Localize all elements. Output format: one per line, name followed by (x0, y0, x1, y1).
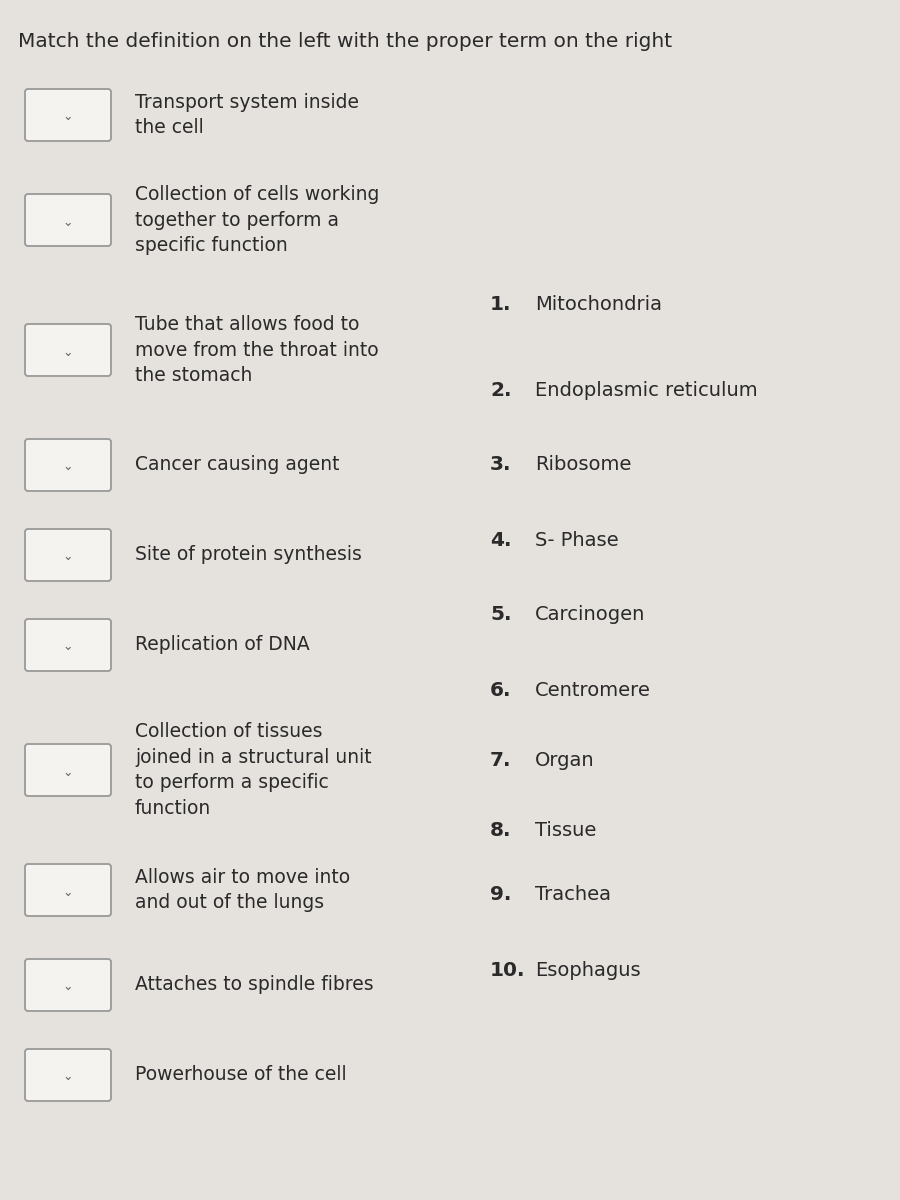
Text: Site of protein synthesis: Site of protein synthesis (135, 546, 362, 564)
Text: Replication of DNA: Replication of DNA (135, 636, 310, 654)
Text: ⌄: ⌄ (63, 216, 73, 228)
Text: Collection of tissues
joined in a structural unit
to perform a specific
function: Collection of tissues joined in a struct… (135, 722, 372, 818)
Text: 3.: 3. (490, 456, 511, 474)
FancyBboxPatch shape (25, 194, 111, 246)
FancyBboxPatch shape (25, 864, 111, 916)
Text: ⌄: ⌄ (63, 551, 73, 564)
FancyBboxPatch shape (25, 744, 111, 796)
FancyBboxPatch shape (25, 324, 111, 376)
Text: 10.: 10. (490, 960, 526, 979)
Text: Allows air to move into
and out of the lungs: Allows air to move into and out of the l… (135, 868, 350, 912)
Text: ⌄: ⌄ (63, 1070, 73, 1084)
Text: 9.: 9. (490, 886, 511, 905)
Text: Mitochondria: Mitochondria (535, 295, 662, 314)
Text: ⌄: ⌄ (63, 641, 73, 654)
Text: Ribosome: Ribosome (535, 456, 632, 474)
Text: ⌄: ⌄ (63, 980, 73, 994)
Text: Carcinogen: Carcinogen (535, 606, 645, 624)
FancyBboxPatch shape (25, 1049, 111, 1102)
FancyBboxPatch shape (25, 959, 111, 1010)
Text: 4.: 4. (490, 530, 511, 550)
Text: Trachea: Trachea (535, 886, 611, 905)
Text: 1.: 1. (490, 295, 511, 314)
Text: ⌄: ⌄ (63, 886, 73, 899)
Text: Endoplasmic reticulum: Endoplasmic reticulum (535, 380, 758, 400)
Text: Esophagus: Esophagus (535, 960, 641, 979)
Text: ⌄: ⌄ (63, 346, 73, 359)
FancyBboxPatch shape (25, 619, 111, 671)
Text: Tube that allows food to
move from the throat into
the stomach: Tube that allows food to move from the t… (135, 314, 379, 385)
Text: ⌄: ⌄ (63, 766, 73, 779)
FancyBboxPatch shape (25, 529, 111, 581)
Text: Centromere: Centromere (535, 680, 651, 700)
Text: 7.: 7. (490, 750, 511, 769)
Text: 8.: 8. (490, 821, 511, 840)
Text: Powerhouse of the cell: Powerhouse of the cell (135, 1066, 346, 1085)
Text: Transport system inside
the cell: Transport system inside the cell (135, 92, 359, 137)
Text: ⌄: ⌄ (63, 461, 73, 474)
Text: Attaches to spindle fibres: Attaches to spindle fibres (135, 976, 374, 995)
Text: S- Phase: S- Phase (535, 530, 618, 550)
FancyBboxPatch shape (25, 439, 111, 491)
Text: 5.: 5. (490, 606, 511, 624)
Text: Cancer causing agent: Cancer causing agent (135, 456, 339, 474)
Text: Tissue: Tissue (535, 821, 597, 840)
Text: 2.: 2. (490, 380, 511, 400)
Text: Collection of cells working
together to perform a
specific function: Collection of cells working together to … (135, 185, 380, 256)
Text: Match the definition on the left with the proper term on the right: Match the definition on the left with th… (18, 32, 672, 50)
Text: 6.: 6. (490, 680, 511, 700)
Text: Organ: Organ (535, 750, 595, 769)
FancyBboxPatch shape (25, 89, 111, 140)
Text: ⌄: ⌄ (63, 110, 73, 124)
